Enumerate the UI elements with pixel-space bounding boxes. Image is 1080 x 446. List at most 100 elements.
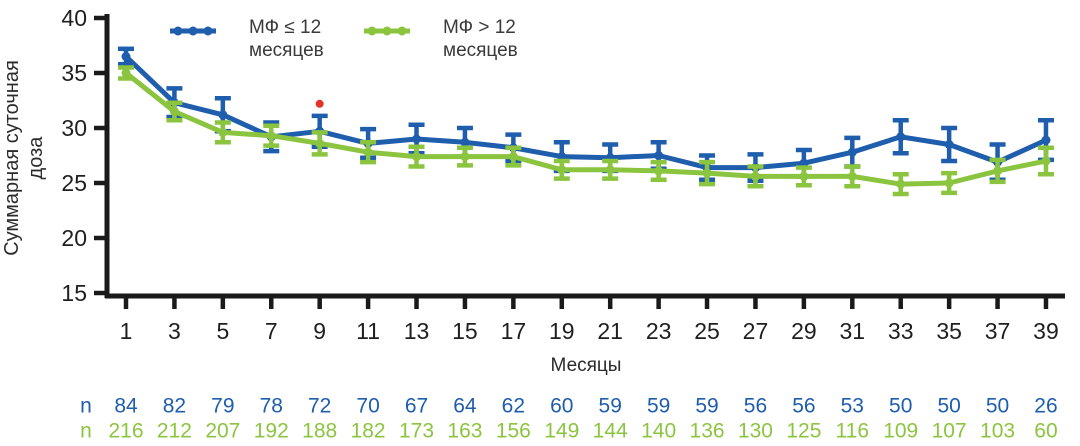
data-point-marker [1041,135,1051,145]
x-tick-label: 9 [313,318,326,344]
data-point-marker [412,134,422,144]
x-tick-label: 15 [452,318,478,344]
n-count-value: 188 [302,420,337,443]
x-tick-label: 27 [743,318,769,344]
y-tick-label: 35 [61,60,87,86]
data-point-marker [750,171,760,181]
n-count-value: 59 [647,395,670,418]
x-tick-label: 7 [265,318,278,344]
y-tick-label: 30 [61,115,87,141]
series-line [123,70,1049,187]
x-tick-label: 33 [888,318,914,344]
data-point-marker [121,68,131,78]
n-count-value: 62 [502,395,525,418]
n-count-value: 26 [1034,395,1057,418]
x-tick-label: 39 [1033,318,1059,344]
y-axis-ticks: 15 20 25 30 35 40 [61,5,107,306]
legend-label-mf-gt-12: МФ > 12 месяцев [443,17,518,62]
n-count-value: 207 [205,420,240,443]
x-tick-label: 11 [356,318,380,344]
data-point-marker [1041,156,1051,166]
data-point-marker [218,127,228,137]
n-count-value: 144 [593,420,628,443]
n-count-value: 72 [308,395,331,418]
y-tick-label: 40 [61,5,87,31]
x-tick-label: 31 [840,318,866,344]
n-count-value: 59 [599,395,622,418]
n-count-value: 212 [157,420,192,443]
n-count-value: 192 [254,420,289,443]
n-count-value: 78 [260,395,283,418]
series-mf-gt-12 [118,65,1054,197]
n-count-value: 53 [841,395,864,418]
data-point-marker [218,110,228,120]
data-point-marker [266,131,276,141]
data-point-marker [944,178,954,188]
data-point-marker [702,168,712,178]
data-point-marker [654,166,664,176]
x-tick-label: 37 [985,318,1011,344]
data-point-marker [944,140,954,149]
series-mf-le-12 [118,46,1054,184]
axes [104,14,1065,299]
data-point-marker [896,132,906,142]
n-count-value: 125 [786,420,821,443]
x-tick-label: 35 [936,318,962,344]
n-count-value: 79 [211,395,234,418]
x-tick-label: 5 [216,318,229,344]
n-count-value: 56 [792,395,815,418]
n-count-value: 136 [690,420,725,443]
n-count-value: 163 [447,420,482,443]
x-axis-ticks: 1 3 5 7 9 11 13 15 17 19 21 23 25 27 29 31 33 35 37 39 [120,296,1059,344]
x-tick-label: 17 [501,318,527,344]
data-point-marker [169,107,179,116]
data-point-marker [799,171,809,181]
x-tick-label: 25 [694,318,720,344]
n-count-value: 182 [351,420,386,443]
data-point-marker [508,152,518,162]
x-axis-title: Месяцы [550,355,622,376]
n-count-value: 140 [641,420,676,443]
n-count-value: 70 [356,395,379,418]
data-point-marker [993,166,1003,176]
x-tick-label: 21 [597,318,623,344]
data-point-marker [363,147,373,157]
n-count-value: 50 [986,395,1009,418]
n-count-value: 156 [496,420,531,443]
legend-line-sample-green [364,26,410,36]
significance-marker [315,99,324,108]
n-count-value: 173 [399,420,434,443]
n-count-value: 107 [932,420,967,443]
data-point-marker [896,179,906,189]
legend-line-sample-blue [170,26,216,36]
data-point-marker [315,138,325,148]
n-count-value: 109 [883,420,918,443]
n-count-rows: n 84 82 79 78 72 70 67 64 62 60 59 59 59 56 56 53 50 50 50 2… [80,395,1058,443]
n-count-value: 103 [980,420,1015,443]
x-tick-label: 1 [120,318,133,344]
data-point-marker [847,147,857,157]
n-count-value: 50 [889,395,912,418]
n-count-value: 56 [744,395,767,418]
y-tick-label: 15 [61,280,87,306]
n-count-value: 60 [1034,420,1057,443]
data-point-marker [460,152,470,162]
legend-item-mf-gt-12: МФ > 12 месяцев [362,16,543,63]
data-point-marker [460,137,470,147]
n-count-value: 67 [405,395,428,418]
x-tick-label: 19 [549,318,575,344]
y-axis-title: Суммарная суточная доза [1,60,48,256]
x-tick-label: 3 [168,318,181,344]
n-count-value: 149 [544,420,579,443]
data-point-marker [121,52,131,61]
n-row-label: n [80,395,92,418]
data-point-marker [412,152,422,162]
n-row-label: n [80,420,92,443]
legend-label-mf-le-12: МФ ≤ 12 месяцев [249,17,324,62]
x-tick-label: 23 [646,318,672,344]
x-tick-label: 29 [791,318,817,344]
n-count-value: 84 [114,395,138,418]
x-tick-label: 13 [404,318,430,344]
data-point-marker [557,165,567,175]
